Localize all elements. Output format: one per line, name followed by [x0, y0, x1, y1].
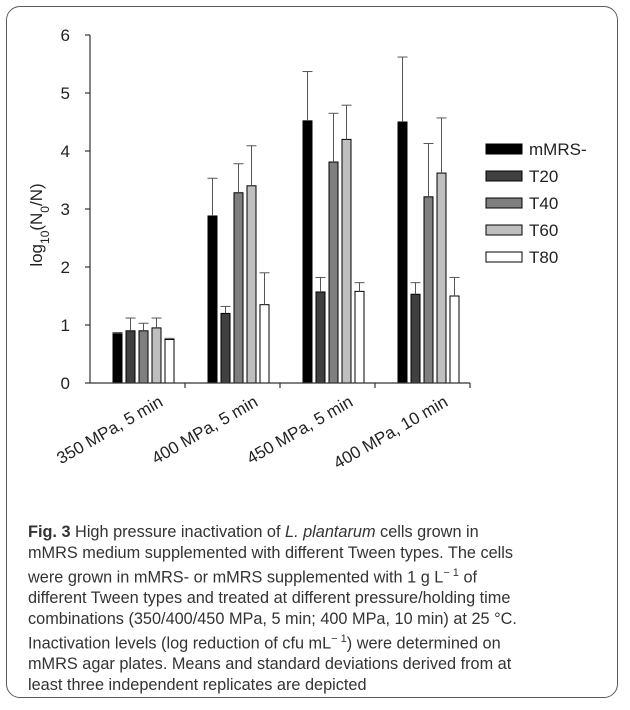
- bar: [341, 138, 352, 384]
- bar: [125, 330, 136, 384]
- bar: [259, 304, 270, 384]
- caption-line: combinations (350/400/450 MPa, 5 min; 40…: [28, 609, 517, 628]
- bar: [397, 121, 408, 384]
- bar: [138, 330, 149, 384]
- bar: [423, 196, 434, 384]
- bar: [354, 290, 365, 384]
- y-axis-label: log10(N0/N): [27, 183, 52, 266]
- bar: [436, 172, 447, 384]
- y-tick-label: 6: [61, 26, 70, 45]
- legend-label: T60: [529, 221, 558, 240]
- figure-caption: Fig. 3 High pressure inactivation of L. …: [28, 522, 608, 696]
- y-tick-label: 2: [61, 258, 70, 277]
- legend-swatch: [485, 170, 523, 182]
- legend: mMRS- T20 T40 T60 T80: [485, 140, 587, 267]
- legend-label: mMRS-: [529, 140, 587, 159]
- caption-line: least three independent replicates are d…: [28, 676, 367, 694]
- figure-frame: [6, 6, 618, 698]
- y-tick-label: 0: [61, 374, 70, 393]
- caption-line: Fig. 3 High pressure inactivation of L. …: [28, 523, 479, 541]
- legend-label: T80: [529, 248, 558, 267]
- legend-label: T20: [529, 167, 558, 186]
- x-tick-label: 350 MPa, 5 min: [53, 392, 166, 468]
- bar: [207, 215, 218, 384]
- bar: [449, 295, 460, 384]
- caption-line: were grown in mMRS- or mMRS supplemented…: [28, 567, 478, 587]
- x-tick-label: 400 MPa, 5 min: [148, 392, 261, 468]
- species-name: L. plantarum: [285, 523, 376, 541]
- legend-label: T40: [529, 194, 558, 213]
- legend-swatch: [485, 224, 523, 236]
- figure-label: Fig. 3: [28, 523, 71, 541]
- bar: [233, 192, 244, 384]
- y-tick-label: 5: [61, 84, 70, 103]
- y-tick-label: 3: [61, 200, 70, 219]
- bar: [220, 312, 231, 384]
- legend-swatch: [485, 251, 523, 263]
- bar: [246, 185, 257, 384]
- bar: [151, 327, 162, 384]
- legend-swatch: [485, 197, 523, 209]
- caption-line: mMRS agar plates. Means and standard dev…: [28, 655, 512, 674]
- bar: [302, 120, 313, 384]
- legend-swatch: [485, 143, 523, 155]
- bar: [164, 339, 175, 384]
- bar: [328, 161, 339, 384]
- bar: [410, 293, 421, 384]
- y-tick-label: 4: [61, 142, 70, 161]
- y-tick-label: 1: [61, 316, 70, 335]
- bar: [112, 333, 123, 384]
- caption-line: Inactivation levels (log reduction of cf…: [28, 633, 501, 653]
- bar: [315, 291, 326, 384]
- caption-line: different Tween types and treated at dif…: [28, 589, 511, 608]
- caption-line: mMRS medium supplemented with different …: [28, 543, 514, 562]
